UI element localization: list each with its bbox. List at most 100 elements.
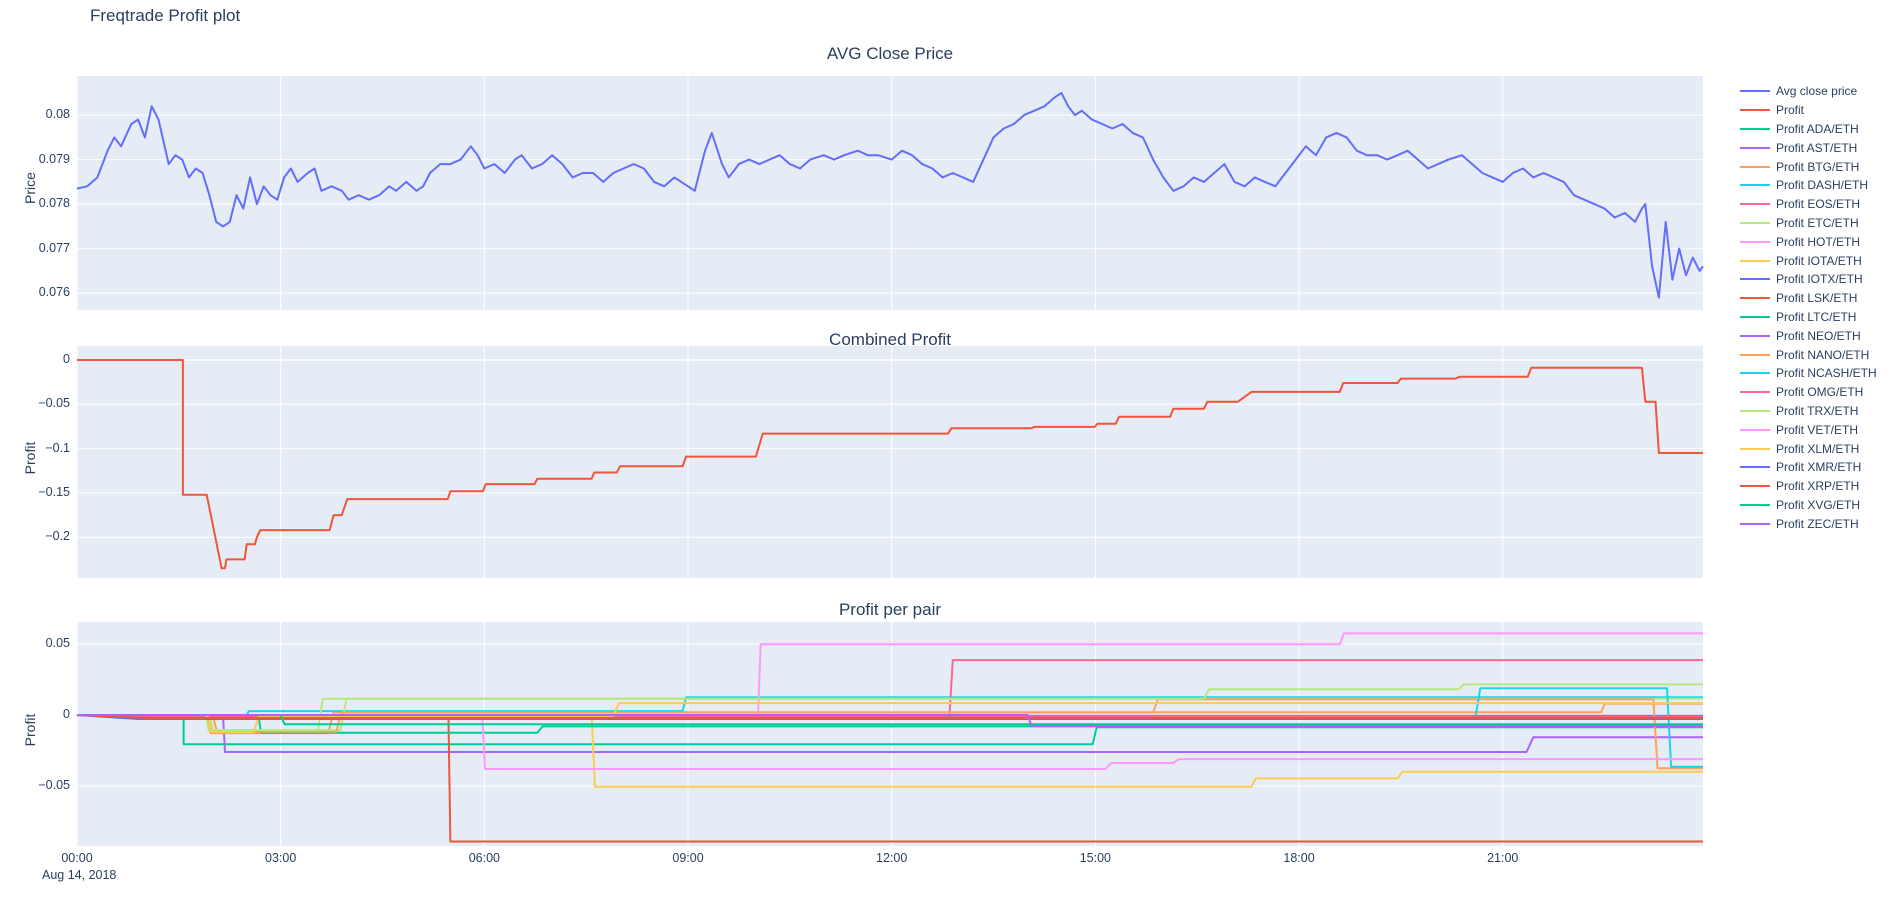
legend-label: Profit ZEC/ETH xyxy=(1776,516,1859,531)
legend-item-profit-ncash-eth[interactable]: Profit NCASH/ETH xyxy=(1740,364,1877,383)
legend-label: Profit NEO/ETH xyxy=(1776,328,1861,343)
legend-line-swatch xyxy=(1740,428,1770,431)
x-tick-label: 06:00 xyxy=(468,851,500,865)
legend-line-swatch xyxy=(1740,503,1770,506)
plot-area-1[interactable] xyxy=(76,346,1703,578)
legend-item-profit-trx-eth[interactable]: Profit TRX/ETH xyxy=(1740,402,1877,421)
legend-line-swatch xyxy=(1740,485,1770,488)
legend-item-profit-xlm-eth[interactable]: Profit XLM/ETH xyxy=(1740,439,1877,458)
series-profit-zec-eth xyxy=(77,714,1703,727)
legend-label: Profit AST/ETH xyxy=(1776,140,1858,155)
legend-item-profit-omg-eth[interactable]: Profit OMG/ETH xyxy=(1740,383,1877,402)
legend-line-swatch xyxy=(1740,221,1770,224)
legend-label: Profit XLM/ETH xyxy=(1776,441,1860,456)
legend-label: Profit NANO/ETH xyxy=(1776,347,1870,362)
legend-item-profit-eos-eth[interactable]: Profit EOS/ETH xyxy=(1740,195,1877,214)
plot-area-background xyxy=(77,346,1703,578)
legend-line-swatch xyxy=(1740,391,1770,394)
legend-label: Profit ETC/ETH xyxy=(1776,215,1859,230)
plot-area-2[interactable] xyxy=(76,622,1703,846)
legend-label: Profit VET/ETH xyxy=(1776,422,1859,437)
legend-item-profit-ast-eth[interactable]: Profit AST/ETH xyxy=(1740,138,1877,157)
legend-label: Profit XVG/ETH xyxy=(1776,497,1861,512)
legend-line-swatch xyxy=(1740,522,1770,525)
legend-item-profit-nano-eth[interactable]: Profit NANO/ETH xyxy=(1740,345,1877,364)
legend-item-profit-ada-eth[interactable]: Profit ADA/ETH xyxy=(1740,120,1877,139)
legend-label: Profit LSK/ETH xyxy=(1776,291,1858,306)
y-tick-label: 0.05 xyxy=(45,636,70,651)
y-tick-label: −0.1 xyxy=(45,440,70,455)
legend-line-swatch xyxy=(1740,165,1770,168)
legend-item-profit-etc-eth[interactable]: Profit ETC/ETH xyxy=(1740,214,1877,233)
y-tick-label: 0.076 xyxy=(38,285,70,300)
legend-item-profit-iota-eth[interactable]: Profit IOTA/ETH xyxy=(1740,251,1877,270)
page-title: Freqtrade Profit plot xyxy=(90,6,241,25)
x-tick-label: 21:00 xyxy=(1487,851,1519,865)
legend-label: Profit ADA/ETH xyxy=(1776,121,1859,136)
legend-line-swatch xyxy=(1740,259,1770,262)
legend-label: Profit xyxy=(1776,103,1805,118)
y-tick-label: 0.077 xyxy=(38,240,70,255)
y-tick-label: 0 xyxy=(63,707,70,722)
legend-line-swatch xyxy=(1740,447,1770,450)
legend-label: Profit EOS/ETH xyxy=(1776,197,1861,212)
legend-line-swatch xyxy=(1740,334,1770,337)
legend: Avg close price Profit Profit ADA/ETH Profi… xyxy=(1740,82,1877,533)
legend-line-swatch xyxy=(1740,353,1770,356)
legend-line-swatch xyxy=(1740,127,1770,130)
legend-line-swatch xyxy=(1740,240,1770,243)
series-profit xyxy=(77,359,1703,570)
legend-label: Profit IOTX/ETH xyxy=(1776,272,1863,287)
x-tick-label: 18:00 xyxy=(1283,851,1315,865)
legend-item-profit-xvg-eth[interactable]: Profit XVG/ETH xyxy=(1740,496,1877,515)
legend-line-swatch xyxy=(1740,109,1770,112)
legend-label: Profit XMR/ETH xyxy=(1776,460,1862,475)
x-tick-label: 15:00 xyxy=(1079,851,1111,865)
legend-label: Profit BTG/ETH xyxy=(1776,159,1860,174)
legend-line-swatch xyxy=(1740,203,1770,206)
legend-item-profit-lsk-eth[interactable]: Profit LSK/ETH xyxy=(1740,289,1877,308)
y-tick-label: −0.2 xyxy=(45,529,70,544)
subplot-title-profit-per-pair: Profit per pair xyxy=(838,600,942,619)
y-tick-label: 0.078 xyxy=(38,196,70,211)
legend-label: Profit NCASH/ETH xyxy=(1776,366,1877,381)
series-profit-nano-eth xyxy=(77,698,1703,770)
x-tick-label: 03:00 xyxy=(265,851,297,865)
legend-label: Profit OMG/ETH xyxy=(1776,385,1864,400)
legend-item-profit-ltc-eth[interactable]: Profit LTC/ETH xyxy=(1740,308,1877,327)
y-tick-label: 0 xyxy=(63,352,70,366)
legend-item-avg-close-price[interactable]: Avg close price xyxy=(1740,82,1877,101)
legend-line-swatch xyxy=(1740,278,1770,281)
legend-label: Avg close price xyxy=(1776,84,1858,99)
legend-line-swatch xyxy=(1740,466,1770,469)
legend-item-profit-iotx-eth[interactable]: Profit IOTX/ETH xyxy=(1740,270,1877,289)
legend-item-profit[interactable]: Profit xyxy=(1740,101,1877,120)
legend-line-swatch xyxy=(1740,372,1770,375)
legend-label: Profit IOTA/ETH xyxy=(1776,253,1862,268)
subplot-title-avg-close-price: AVG Close Price xyxy=(826,44,954,63)
legend-label: Profit HOT/ETH xyxy=(1776,234,1861,249)
x-axis-date-label: Aug 14, 2018 xyxy=(42,868,117,882)
legend-item-profit-hot-eth[interactable]: Profit HOT/ETH xyxy=(1740,232,1877,251)
legend-item-profit-vet-eth[interactable]: Profit VET/ETH xyxy=(1740,420,1877,439)
legend-item-profit-xrp-eth[interactable]: Profit XRP/ETH xyxy=(1740,477,1877,496)
y-tick-label: −0.05 xyxy=(38,778,70,793)
legend-line-swatch xyxy=(1740,90,1770,93)
y-tick-label: −0.15 xyxy=(38,484,70,499)
y-tick-label: 0.08 xyxy=(45,107,70,122)
legend-item-profit-btg-eth[interactable]: Profit BTG/ETH xyxy=(1740,157,1877,176)
legend-line-swatch xyxy=(1740,146,1770,149)
legend-item-profit-neo-eth[interactable]: Profit NEO/ETH xyxy=(1740,326,1877,345)
x-tick-label: 09:00 xyxy=(672,851,704,865)
legend-label: Profit TRX/ETH xyxy=(1776,403,1859,418)
legend-item-profit-dash-eth[interactable]: Profit DASH/ETH xyxy=(1740,176,1877,195)
legend-label: Profit XRP/ETH xyxy=(1776,479,1860,494)
y-tick-label: 0.079 xyxy=(38,151,70,166)
legend-label: Profit LTC/ETH xyxy=(1776,309,1857,324)
legend-item-profit-xmr-eth[interactable]: Profit XMR/ETH xyxy=(1740,458,1877,477)
x-tick-label: 12:00 xyxy=(876,851,908,865)
plot-area-0[interactable] xyxy=(76,76,1704,310)
series-profit-vet-eth xyxy=(77,714,1703,770)
legend-item-profit-zec-eth[interactable]: Profit ZEC/ETH xyxy=(1740,514,1877,533)
